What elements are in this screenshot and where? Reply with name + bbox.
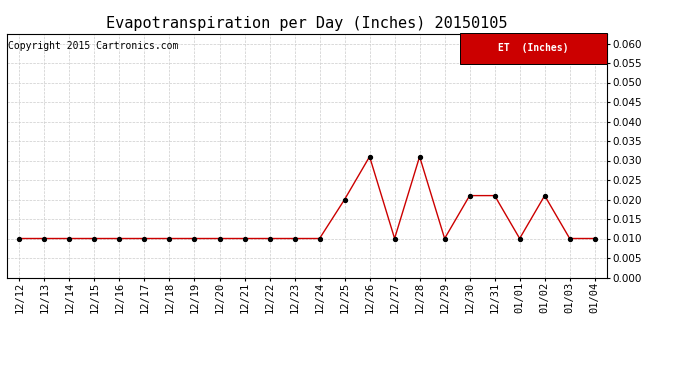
Point [489,193,500,199]
FancyBboxPatch shape [460,33,607,64]
Point [589,236,600,242]
Point [539,193,550,199]
Point [139,236,150,242]
Point [564,236,575,242]
Point [314,236,325,242]
Point [514,236,525,242]
Point [414,154,425,160]
Point [389,236,400,242]
Point [114,236,125,242]
Title: Evapotranspiration per Day (Inches) 20150105: Evapotranspiration per Day (Inches) 2015… [106,16,508,31]
Point [364,154,375,160]
Point [14,236,25,242]
Point [189,236,200,242]
Text: Copyright 2015 Cartronics.com: Copyright 2015 Cartronics.com [8,41,179,51]
Point [39,236,50,242]
Point [289,236,300,242]
Point [339,196,350,202]
Point [439,236,450,242]
Point [264,236,275,242]
Text: ET  (Inches): ET (Inches) [498,44,569,53]
Point [164,236,175,242]
Point [214,236,225,242]
Point [464,193,475,199]
Point [239,236,250,242]
Point [89,236,100,242]
Point [64,236,75,242]
